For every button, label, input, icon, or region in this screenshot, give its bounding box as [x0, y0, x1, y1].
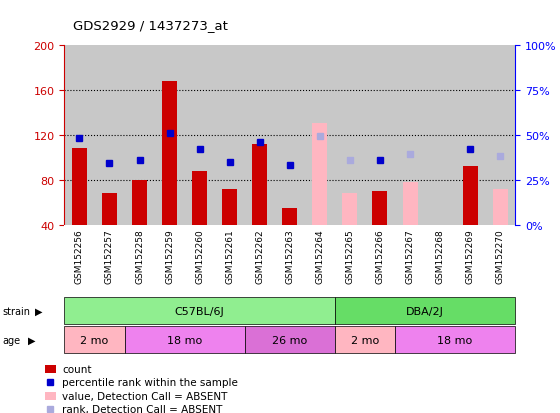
Text: GSM152268: GSM152268 [436, 229, 445, 283]
Bar [192, 171, 207, 225]
Text: GSM152259: GSM152259 [165, 229, 174, 283]
Bar [124, 326, 245, 353]
Text: GSM152263: GSM152263 [285, 229, 295, 283]
Text: 18 mo: 18 mo [437, 335, 473, 345]
Bar [312, 124, 328, 225]
Text: 26 mo: 26 mo [272, 335, 307, 345]
Text: GSM152265: GSM152265 [346, 229, 354, 283]
Text: GSM152262: GSM152262 [255, 229, 264, 283]
Text: rank, Detection Call = ABSENT: rank, Detection Call = ABSENT [62, 404, 222, 413]
Text: 2 mo: 2 mo [351, 335, 379, 345]
Bar [102, 194, 117, 225]
Text: GSM152266: GSM152266 [375, 229, 385, 283]
Bar [252, 144, 267, 225]
Text: GSM152260: GSM152260 [195, 229, 204, 283]
Bar [222, 189, 237, 225]
Text: GSM152256: GSM152256 [75, 229, 84, 283]
Bar [64, 297, 335, 324]
Bar [342, 194, 357, 225]
Bar [45, 392, 55, 400]
Text: count: count [62, 364, 91, 374]
Bar [403, 183, 418, 225]
Bar [372, 191, 388, 225]
Text: GSM152269: GSM152269 [465, 229, 475, 283]
Text: DBA/2J: DBA/2J [406, 306, 444, 316]
Bar [335, 297, 515, 324]
Text: GSM152261: GSM152261 [225, 229, 234, 283]
Bar [395, 326, 515, 353]
Bar [72, 149, 87, 225]
Bar [335, 326, 395, 353]
Bar [282, 208, 297, 225]
Bar [64, 326, 124, 353]
Text: age: age [3, 335, 21, 345]
Text: GSM152270: GSM152270 [496, 229, 505, 283]
Text: ▶: ▶ [28, 335, 35, 345]
Bar [162, 81, 177, 225]
Bar [132, 180, 147, 225]
Text: percentile rank within the sample: percentile rank within the sample [62, 377, 238, 387]
Text: GSM152257: GSM152257 [105, 229, 114, 283]
Text: GSM152267: GSM152267 [405, 229, 414, 283]
Text: value, Detection Call = ABSENT: value, Detection Call = ABSENT [62, 391, 227, 401]
Text: GSM152264: GSM152264 [315, 229, 324, 283]
Text: strain: strain [3, 306, 31, 316]
Text: 18 mo: 18 mo [167, 335, 202, 345]
Text: GDS2929 / 1437273_at: GDS2929 / 1437273_at [73, 19, 228, 31]
Text: ▶: ▶ [35, 306, 42, 316]
Bar [493, 189, 508, 225]
Text: C57BL/6J: C57BL/6J [175, 306, 225, 316]
Text: 2 mo: 2 mo [80, 335, 109, 345]
Bar [45, 365, 55, 373]
Bar [463, 167, 478, 225]
Text: GSM152258: GSM152258 [135, 229, 144, 283]
Bar [245, 326, 335, 353]
